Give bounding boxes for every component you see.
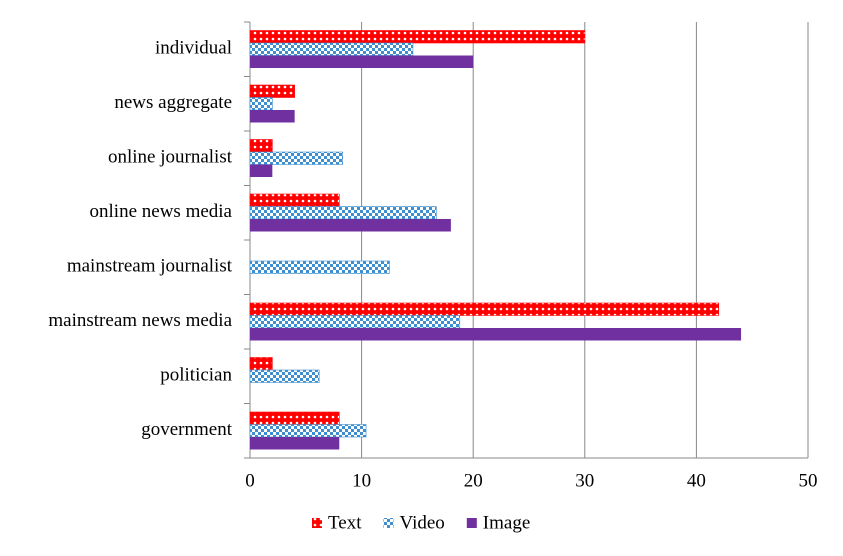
y-tick-label: online journalist (108, 147, 233, 168)
y-tick-label: individual (155, 38, 232, 59)
bar (250, 55, 474, 68)
x-tick-label: 50 (799, 470, 818, 491)
y-tick-label: government (141, 419, 232, 440)
x-tick-label: 20 (464, 470, 483, 491)
x-tick-label: 40 (687, 470, 706, 491)
legend-swatch (312, 518, 322, 528)
bar (249, 302, 720, 316)
bar (249, 42, 414, 56)
bar (249, 193, 340, 207)
bar (249, 30, 586, 44)
x-tick-label: 10 (352, 470, 371, 491)
bar (249, 315, 461, 329)
bar (249, 151, 343, 165)
bar (250, 164, 273, 177)
bar (249, 411, 340, 425)
x-tick-label: 0 (245, 470, 255, 491)
legend-label: Text (328, 512, 362, 533)
y-tick-label: online news media (90, 201, 233, 222)
y-tick-label: mainstream news media (48, 310, 232, 331)
legend-swatch (466, 518, 477, 528)
bar (249, 97, 273, 111)
bar (249, 139, 273, 153)
legend-swatch (383, 518, 394, 528)
y-tick-label: mainstream journalist (67, 256, 233, 277)
bar (249, 424, 367, 438)
y-tick-label: news aggregate (114, 92, 232, 113)
y-tick-label: politician (160, 365, 232, 386)
legend-label: Image (483, 512, 530, 533)
bar (250, 328, 742, 341)
bar (249, 369, 320, 383)
bar (249, 357, 273, 371)
bar (250, 110, 295, 123)
bar (249, 206, 437, 220)
bar (250, 437, 340, 450)
bar (250, 219, 451, 232)
x-tick-label: 30 (575, 470, 594, 491)
legend-label: Video (400, 512, 445, 533)
bar (249, 260, 390, 274)
bar (249, 84, 295, 98)
